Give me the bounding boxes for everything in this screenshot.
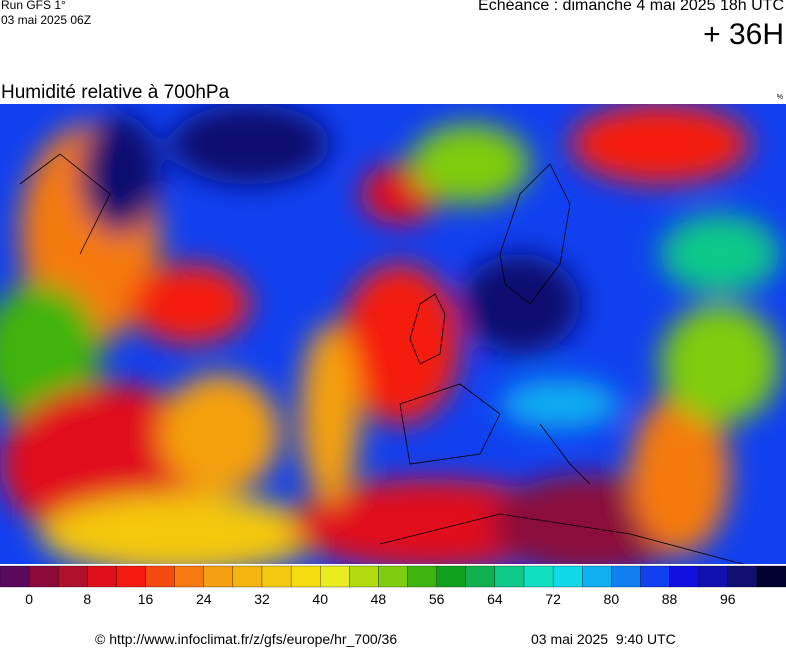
coastlines [19,153,745,564]
run-label: Run GFS 1° [1,0,66,12]
map [0,104,786,564]
scale-label: 32 [254,591,270,607]
scale-swatch [552,565,583,588]
scale-swatch [611,565,641,588]
valid-time: Echéance : dimanche 4 mai 2025 18h UTC [478,0,784,14]
scale-swatch [698,565,728,588]
scale-swatch [232,565,263,588]
scale-swatch [261,565,292,588]
scale-label: 16 [138,591,154,607]
scale-swatch [523,565,554,588]
scale-swatch [320,565,350,588]
scale-swatch [378,565,408,588]
scale-swatch [640,565,670,588]
unit: % [776,94,783,101]
generated-time: 03 mai 2025 9:40 UTC [531,631,676,647]
scale-swatch [727,565,758,588]
scale-swatch [174,565,204,588]
scale-swatch [0,565,30,588]
scale-label: 48 [371,591,387,607]
scale-label: 8 [83,591,91,607]
scale-swatch [756,565,786,588]
scale-swatch [349,565,379,588]
scale-label: 56 [429,591,445,607]
scale-label: 88 [662,591,678,607]
scale-swatch [407,565,437,588]
scale-label: 0 [25,591,33,607]
scale-label: 64 [487,591,503,607]
scale-swatch [582,565,612,588]
scale-swatch [669,565,699,588]
color-scale: 0 8 16 24 32 40 48 56 64 72 80 88 96 [0,565,786,607]
scale-swatch [58,565,88,588]
scale-swatch [494,565,525,588]
lead-time: + 36H [703,18,784,51]
scale-swatch [28,565,59,588]
scale-label: 96 [720,591,736,607]
scale-swatch [203,565,234,588]
scale-label: 40 [312,591,328,607]
scale-swatch [116,565,146,588]
scale-label: 72 [545,591,561,607]
scale-label: 24 [196,591,212,607]
map-title: Humidité relative à 700hPa [1,82,230,103]
scale-swatch [465,565,496,588]
humidity-field [0,104,780,564]
scale-swatch [87,565,117,588]
run-date: 03 mai 2025 06Z [1,13,92,27]
scale-label: 80 [604,591,620,607]
source: © http://www.infoclimat.fr/z/gfs/europe/… [95,631,398,647]
scale-swatch [436,565,466,588]
scale-swatch [145,565,175,588]
scale-swatch [290,565,321,588]
